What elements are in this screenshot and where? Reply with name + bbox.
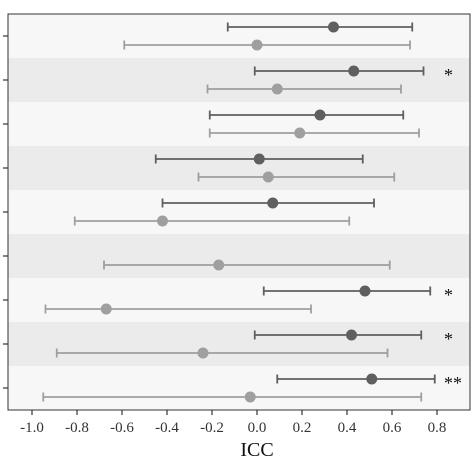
x-axis-tick-label: -0.4 [155, 420, 179, 436]
row-bands [8, 14, 470, 410]
row-band [8, 102, 470, 146]
row-band [8, 146, 470, 190]
row-group: * [44, 285, 453, 315]
x-axis-tick-label: 0.4 [338, 420, 357, 436]
dark-series-point [348, 65, 360, 77]
light-series-point [100, 303, 112, 315]
light-series-point [262, 171, 274, 183]
x-axis-tick-label: -0.6 [110, 420, 134, 436]
x-axis-tick-label: -0.2 [200, 420, 224, 436]
x-axis-tick-label: 0.2 [293, 420, 312, 436]
plot-frame [7, 13, 471, 411]
dark-series-point [346, 329, 357, 341]
row-band [8, 366, 470, 410]
dark-series-point [267, 197, 279, 209]
significance-marker: * [444, 285, 453, 305]
dark-series-point [253, 153, 265, 165]
row-band [8, 234, 470, 278]
x-axis-tick-label: -0.8 [65, 420, 89, 436]
light-series-point [251, 39, 263, 51]
row-band [8, 14, 470, 58]
light-series-point [213, 259, 225, 271]
x-axis-title: ICC [240, 439, 273, 461]
row-group: * [206, 65, 453, 95]
dark-series-point [328, 21, 339, 33]
row-group [208, 109, 420, 139]
x-axis-tick-label: 0.0 [248, 420, 267, 436]
light-series-point [197, 347, 209, 359]
plot-rows: ***** [42, 21, 462, 403]
light-series-point [157, 215, 168, 227]
light-series-point [271, 83, 283, 95]
dark-series-point [359, 285, 371, 297]
significance-marker: * [444, 65, 453, 85]
x-axis-tick-label: 0.6 [383, 420, 402, 436]
row-band [8, 58, 470, 102]
significance-marker: * [444, 329, 453, 349]
light-series-point [244, 391, 256, 403]
significance-marker: ** [444, 373, 462, 393]
row-group [123, 21, 414, 51]
row-group: * [55, 329, 453, 359]
row-group [154, 153, 396, 183]
x-axis-tick-label: -1.0 [20, 420, 44, 436]
row-group [73, 197, 375, 227]
row-band [8, 190, 470, 234]
row-band [8, 322, 470, 366]
light-series-point [294, 127, 306, 139]
x-axis-tick-label: 0.8 [428, 420, 447, 436]
row-band [8, 278, 470, 322]
dark-series-point [314, 109, 326, 121]
row-group [103, 259, 391, 271]
axes: -1.0 -0.8 -0.6 -0.4 -0.2 0.0 0.2 0.4 0.6 0.8 [3, 13, 471, 436]
row-group: ** [42, 373, 462, 403]
dark-series-point [366, 373, 378, 385]
